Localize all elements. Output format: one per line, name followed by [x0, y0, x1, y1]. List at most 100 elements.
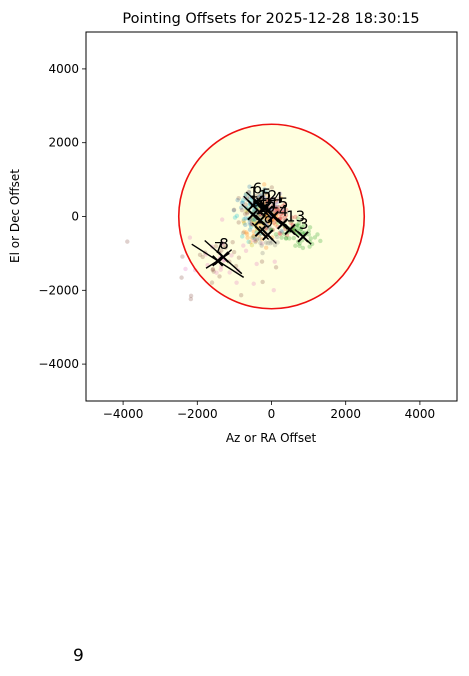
data-point — [240, 230, 246, 236]
y-axis: −4000 −2000 0 2000 4000 — [38, 62, 86, 371]
x-tick-label: −4000 — [103, 407, 144, 421]
data-point — [251, 233, 256, 239]
data-point — [279, 228, 284, 234]
data-point — [251, 233, 256, 239]
data-point — [249, 235, 255, 241]
series-label: 6 — [253, 180, 263, 198]
data-point — [265, 198, 271, 204]
data-point — [299, 225, 305, 230]
mean-marker — [276, 218, 289, 230]
data-point — [239, 205, 244, 210]
data-point — [239, 208, 245, 213]
series-8-mean: 8 — [204, 235, 243, 275]
data-point — [242, 211, 248, 217]
data-point — [266, 227, 272, 232]
data-point — [269, 185, 275, 190]
data-point — [249, 217, 254, 223]
data-point — [232, 215, 238, 220]
series-label: 14 — [264, 189, 283, 207]
data-point — [271, 287, 276, 293]
data-point — [272, 259, 277, 264]
data-point — [270, 207, 276, 213]
data-point — [241, 218, 246, 224]
data-point — [297, 220, 302, 225]
data-point — [234, 213, 240, 219]
series-5-mean: 5 — [256, 185, 276, 217]
data-point — [278, 231, 283, 237]
data-point — [279, 235, 284, 240]
data-point — [282, 231, 287, 236]
series-label: 13 — [286, 207, 305, 225]
data-point — [258, 212, 264, 217]
data-point — [247, 220, 252, 225]
data-point — [217, 274, 222, 279]
series-3-mean: 3 — [294, 215, 312, 245]
data-point — [273, 198, 279, 203]
data-point — [245, 235, 250, 240]
y-tick-label: −4000 — [38, 357, 79, 371]
page-number: 9 — [73, 646, 84, 666]
mean-marker — [254, 225, 267, 237]
data-point — [307, 244, 312, 249]
data-point — [252, 219, 257, 225]
y-tick-label: −2000 — [38, 283, 79, 297]
data-point — [231, 207, 237, 213]
data-point — [283, 236, 289, 241]
y-axis-label: El or Dec Offset — [8, 169, 22, 263]
data-point — [318, 238, 323, 244]
data-point — [283, 235, 289, 241]
mean-marker — [247, 208, 259, 221]
data-point — [251, 281, 256, 286]
data-point — [270, 196, 276, 201]
data-point — [241, 220, 247, 226]
data-point — [260, 279, 265, 285]
data-point — [265, 195, 271, 200]
data-point — [240, 234, 245, 239]
data-point — [273, 203, 278, 208]
data-point — [289, 215, 295, 220]
data-point — [180, 254, 185, 259]
data-point — [264, 220, 269, 226]
x-tick-label: 0 — [268, 407, 276, 421]
data-point — [257, 192, 263, 198]
data-point — [273, 265, 279, 270]
data-point — [211, 269, 216, 274]
data-point — [283, 213, 289, 218]
data-point — [253, 238, 258, 244]
data-point — [268, 241, 273, 246]
series-label: 7 — [214, 239, 224, 257]
mean-marker — [254, 214, 267, 226]
data-point — [268, 197, 273, 203]
data-point — [240, 198, 246, 203]
data-point — [254, 237, 260, 242]
data-point — [223, 245, 228, 250]
data-point — [263, 191, 269, 197]
series-label: 8 — [219, 235, 229, 253]
data-point — [179, 275, 184, 280]
data-point — [279, 214, 284, 219]
data-point — [253, 239, 258, 245]
data-point — [273, 222, 278, 227]
data-point — [230, 239, 235, 245]
data-point — [218, 267, 223, 272]
data-point — [227, 270, 232, 275]
data-point — [295, 216, 301, 221]
data-point — [238, 293, 244, 298]
series-4-mean: 4 — [273, 202, 292, 233]
data-point — [222, 243, 227, 248]
data-point — [235, 197, 240, 203]
data-point — [214, 270, 219, 275]
data-point — [125, 239, 130, 244]
mean-marker — [256, 203, 268, 215]
data-point — [308, 236, 313, 241]
data-point — [241, 243, 246, 248]
data-point — [272, 243, 278, 248]
data-point — [243, 202, 248, 207]
data-point — [263, 216, 268, 221]
data-point — [197, 252, 203, 258]
mean-marker — [211, 255, 224, 267]
data-point — [244, 230, 249, 235]
data-point — [275, 200, 281, 205]
data-point — [260, 250, 265, 256]
